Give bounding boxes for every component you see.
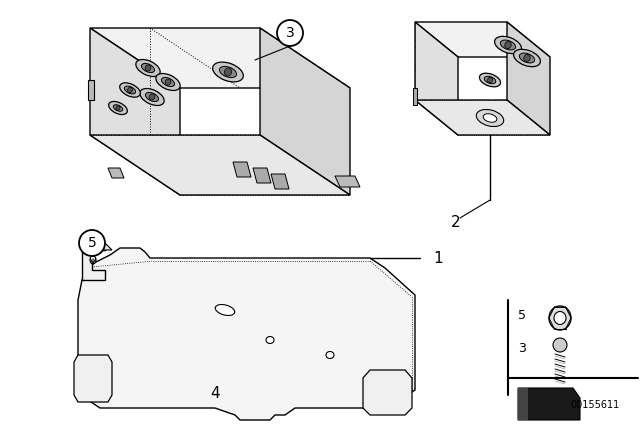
- Ellipse shape: [484, 76, 496, 84]
- Polygon shape: [518, 388, 528, 420]
- Text: 5: 5: [88, 236, 97, 250]
- Ellipse shape: [120, 83, 140, 97]
- Text: 00155611: 00155611: [570, 400, 620, 410]
- Ellipse shape: [156, 73, 180, 90]
- Ellipse shape: [500, 40, 516, 50]
- Ellipse shape: [479, 73, 500, 87]
- Polygon shape: [90, 28, 180, 195]
- Text: 3: 3: [285, 26, 294, 40]
- Circle shape: [79, 230, 105, 256]
- Ellipse shape: [149, 94, 155, 100]
- Ellipse shape: [220, 66, 237, 78]
- Polygon shape: [363, 370, 412, 415]
- Ellipse shape: [124, 86, 136, 94]
- Ellipse shape: [161, 78, 175, 86]
- Polygon shape: [335, 176, 360, 187]
- Ellipse shape: [266, 336, 274, 344]
- Polygon shape: [415, 22, 458, 135]
- Ellipse shape: [136, 60, 160, 77]
- Polygon shape: [88, 80, 94, 100]
- Text: 1: 1: [433, 250, 443, 266]
- Polygon shape: [253, 168, 271, 183]
- Polygon shape: [413, 88, 417, 105]
- Polygon shape: [78, 248, 415, 420]
- Ellipse shape: [212, 62, 243, 82]
- Polygon shape: [415, 100, 550, 135]
- Polygon shape: [108, 168, 124, 178]
- Ellipse shape: [141, 64, 154, 73]
- Circle shape: [277, 20, 303, 46]
- Ellipse shape: [554, 311, 566, 324]
- Polygon shape: [82, 243, 112, 250]
- Ellipse shape: [553, 338, 567, 352]
- Polygon shape: [82, 243, 105, 280]
- Ellipse shape: [113, 105, 123, 111]
- Polygon shape: [90, 28, 350, 88]
- Ellipse shape: [127, 87, 132, 93]
- Polygon shape: [260, 28, 350, 195]
- Ellipse shape: [476, 109, 504, 126]
- Ellipse shape: [326, 352, 334, 358]
- Ellipse shape: [215, 305, 235, 315]
- Polygon shape: [74, 355, 112, 402]
- Ellipse shape: [145, 92, 159, 102]
- Ellipse shape: [165, 79, 171, 85]
- Polygon shape: [518, 388, 580, 420]
- Ellipse shape: [109, 101, 127, 115]
- Ellipse shape: [116, 106, 120, 110]
- Ellipse shape: [505, 42, 511, 48]
- Text: 3: 3: [518, 341, 526, 354]
- Ellipse shape: [483, 114, 497, 122]
- Text: 4: 4: [210, 385, 220, 401]
- Ellipse shape: [145, 65, 151, 71]
- Ellipse shape: [495, 36, 522, 54]
- Polygon shape: [507, 22, 550, 135]
- Polygon shape: [90, 135, 350, 195]
- Ellipse shape: [90, 256, 96, 264]
- Ellipse shape: [225, 68, 232, 76]
- Ellipse shape: [549, 306, 571, 330]
- Polygon shape: [415, 22, 550, 57]
- Ellipse shape: [519, 53, 534, 63]
- Text: 2: 2: [451, 215, 461, 229]
- Ellipse shape: [524, 55, 531, 61]
- Polygon shape: [233, 162, 251, 177]
- Ellipse shape: [513, 49, 540, 67]
- Polygon shape: [271, 174, 289, 189]
- Text: 5: 5: [518, 309, 526, 322]
- Ellipse shape: [140, 89, 164, 105]
- Ellipse shape: [488, 78, 492, 83]
